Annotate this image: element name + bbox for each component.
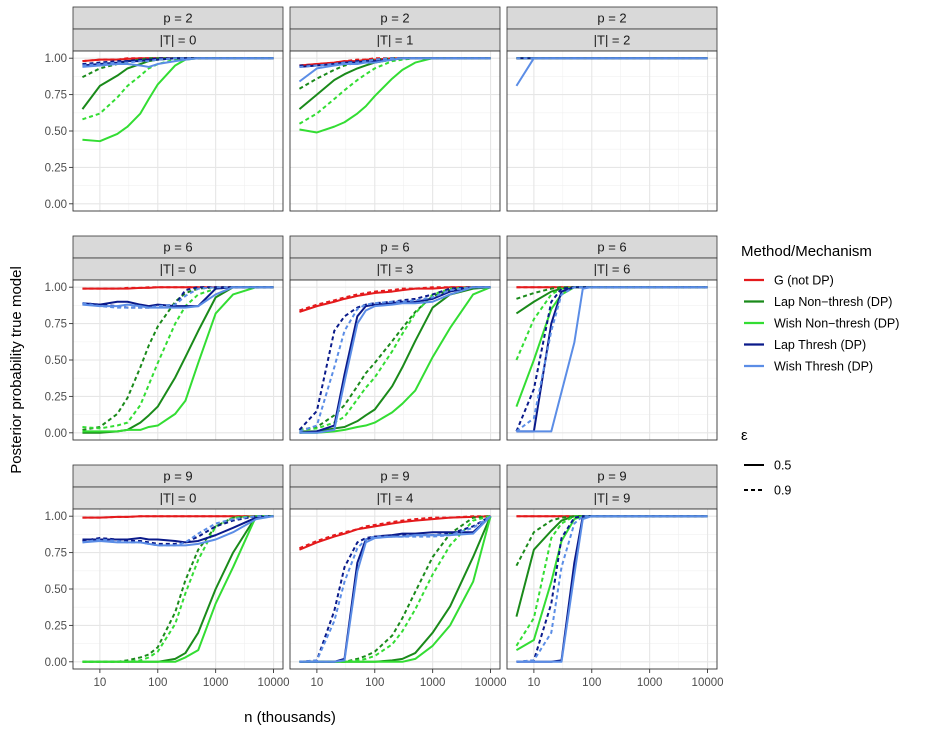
facet-t-label: |T| = 0 bbox=[160, 33, 197, 48]
series-line-WishT-eps-0.9 bbox=[82, 57, 274, 67]
facet-panel-3: p = 6 |T| = 0 0.00 0.25 0.50 0.75 1.00 bbox=[45, 235, 284, 441]
y-tick-label: 0.25 bbox=[45, 620, 67, 632]
facet-p-label: p = 9 bbox=[380, 469, 409, 484]
series-line-WishT-eps-0.9 bbox=[299, 515, 492, 663]
facet-p-label: p = 6 bbox=[380, 240, 409, 255]
series-line-G-eps-0.9 bbox=[299, 515, 491, 550]
legend-label-LapNT: Lap Non−thresh (DP) bbox=[774, 295, 892, 309]
facet-t-label: |T| = 0 bbox=[160, 262, 197, 277]
series-line-LapT-eps-0.9 bbox=[516, 515, 708, 663]
facet-t-label: |T| = 6 bbox=[594, 262, 631, 277]
series-line-LapT-eps-0.5 bbox=[299, 286, 491, 434]
y-tick-label: 1.00 bbox=[45, 511, 67, 523]
panel-border bbox=[289, 279, 501, 441]
facet-panel-2: p = 2 |T| = 2 bbox=[506, 6, 718, 212]
x-tick-label: 1000 bbox=[203, 677, 229, 689]
x-tick-label: 100 bbox=[365, 677, 384, 689]
series-line-WishNT-eps-0.5 bbox=[299, 286, 491, 434]
series-line-WishT-eps-0.9 bbox=[299, 57, 491, 68]
series-line-WishT-eps-0.5 bbox=[299, 286, 491, 434]
series-line-G-eps-0.5 bbox=[299, 515, 491, 551]
x-tick-label: 10000 bbox=[475, 677, 507, 689]
x-tick-label: 10 bbox=[93, 677, 106, 689]
y-axis-title: Posterior probability true model bbox=[8, 266, 25, 474]
x-axis-title: n (thousands) bbox=[244, 709, 336, 726]
y-tick-label: 0.50 bbox=[45, 355, 67, 367]
facet-t-label: |T| = 0 bbox=[160, 491, 197, 506]
y-tick-label: 1.00 bbox=[45, 282, 67, 294]
legend-title: Method/Mechanism bbox=[741, 243, 872, 260]
series-line-G-eps-0.9 bbox=[82, 515, 274, 519]
x-tick-label: 10 bbox=[527, 677, 540, 689]
facet-t-label: |T| = 1 bbox=[377, 33, 414, 48]
series-line-LapT-eps-0.9 bbox=[82, 515, 274, 545]
series-line-WishNT-eps-0.9 bbox=[298, 57, 491, 125]
facet-panel-7: p = 9 |T| = 4 10 100 1000 10000 bbox=[289, 464, 507, 689]
series-line-WishT-eps-0.9 bbox=[515, 286, 708, 433]
legend-eps-label-0: 0.5 bbox=[774, 459, 791, 473]
facet-t-label: |T| = 4 bbox=[377, 491, 414, 506]
series-line-WishT-eps-0.9 bbox=[299, 286, 491, 433]
facet-p-label: p = 6 bbox=[163, 240, 192, 255]
legend-epsilon-items: 0.5 0.9 bbox=[744, 459, 791, 498]
x-tick-label: 100 bbox=[582, 677, 601, 689]
facet-panel-0: p = 2 |T| = 0 0.00 0.25 0.50 0.75 1.00 bbox=[45, 6, 284, 212]
series-line-LapNT-eps-0.9 bbox=[299, 286, 491, 431]
y-tick-label: 0.25 bbox=[45, 162, 67, 174]
panel-border bbox=[506, 508, 718, 670]
legend-label-LapT: Lap Thresh (DP) bbox=[774, 338, 866, 352]
facet-p-label: p = 9 bbox=[163, 469, 192, 484]
y-tick-label: 0.75 bbox=[45, 90, 67, 102]
facet-t-label: |T| = 2 bbox=[594, 33, 631, 48]
y-tick-label: 0.75 bbox=[45, 319, 67, 331]
panel-border bbox=[506, 279, 718, 441]
y-tick-label: 0.75 bbox=[45, 548, 67, 560]
legend: Method/Mechanism G (not DP) Lap Non−thres… bbox=[741, 243, 899, 498]
series-line-WishNT-eps-0.5 bbox=[82, 286, 274, 433]
legend-label-G: G (not DP) bbox=[774, 274, 834, 288]
series-line-G-eps-0.9 bbox=[299, 286, 491, 312]
x-tick-label: 10000 bbox=[692, 677, 724, 689]
legend-method-items: G (not DP) Lap Non−thresh (DP) Wish Non−th… bbox=[744, 274, 899, 374]
facet-t-label: |T| = 9 bbox=[594, 491, 631, 506]
facet-panel-5: p = 6 |T| = 6 bbox=[506, 235, 718, 441]
y-tick-label: 0.25 bbox=[45, 391, 67, 403]
legend-eps-label-1: 0.9 bbox=[774, 484, 791, 498]
facet-p-label: p = 2 bbox=[380, 11, 409, 26]
series-line-WishT-eps-0.9 bbox=[82, 286, 274, 309]
x-tick-label: 10000 bbox=[258, 677, 290, 689]
series-line-WishT-eps-0.5 bbox=[82, 286, 274, 309]
panel-border bbox=[289, 508, 501, 670]
x-tick-label: 10 bbox=[310, 677, 323, 689]
series-line-WishT-eps-0.9 bbox=[82, 515, 274, 547]
facet-panel-8: p = 9 |T| = 9 10 100 1000 10000 bbox=[506, 464, 724, 689]
x-tick-label: 1000 bbox=[420, 677, 446, 689]
facet-t-label: |T| = 3 bbox=[377, 262, 414, 277]
facet-p-label: p = 6 bbox=[597, 240, 626, 255]
panels-layer: p = 2 |T| = 0 0.00 0.25 0.50 0.75 1.00 p = 2 |T|… bbox=[45, 6, 724, 689]
series-line-LapT-eps-0.9 bbox=[298, 286, 491, 431]
y-tick-label: 0.50 bbox=[45, 126, 67, 138]
y-tick-label: 0.00 bbox=[45, 199, 67, 211]
legend-epsilon-title: ε bbox=[741, 427, 748, 444]
panel-border bbox=[506, 50, 718, 212]
legend-label-WishT: Wish Thresh (DP) bbox=[774, 360, 873, 374]
x-tick-label: 100 bbox=[148, 677, 167, 689]
x-tick-label: 1000 bbox=[637, 677, 663, 689]
y-tick-label: 0.00 bbox=[45, 657, 67, 669]
series-line-WishT-eps-0.9 bbox=[516, 515, 708, 663]
y-tick-label: 1.00 bbox=[45, 53, 67, 65]
facet-p-label: p = 2 bbox=[163, 11, 192, 26]
legend-label-WishNT: Wish Non−thresh (DP) bbox=[774, 317, 899, 331]
y-tick-label: 0.00 bbox=[45, 428, 67, 440]
facet-p-label: p = 2 bbox=[597, 11, 626, 26]
facet-panel-6: p = 9 |T| = 0 0.00 0.25 0.50 0.75 1.00 10 100 100… bbox=[45, 464, 290, 689]
facet-panel-4: p = 6 |T| = 3 bbox=[289, 235, 501, 441]
panel-border bbox=[289, 50, 501, 212]
y-tick-label: 0.50 bbox=[45, 584, 67, 596]
facet-panel-1: p = 2 |T| = 1 bbox=[289, 6, 501, 212]
facet-p-label: p = 9 bbox=[597, 469, 626, 484]
